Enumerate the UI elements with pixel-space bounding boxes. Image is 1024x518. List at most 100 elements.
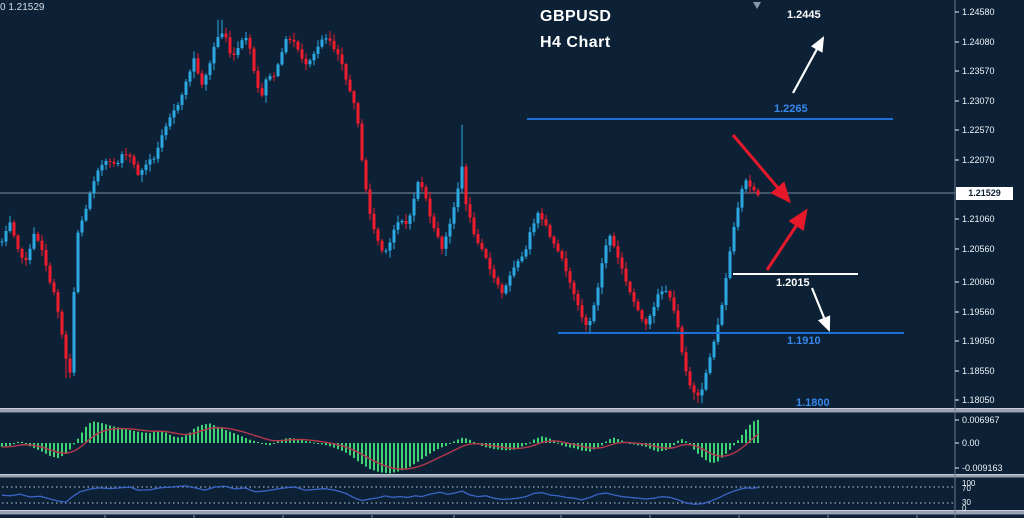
candle [484,247,488,260]
candle [440,234,444,255]
candle [640,308,644,323]
candle [576,289,580,311]
down-breakout-arrow[interactable] [810,287,831,333]
candle [500,282,504,299]
red-rejection-arrow[interactable] [731,134,791,204]
candle [412,193,416,222]
candle [240,37,244,50]
panel-separator-bar[interactable] [0,474,1024,478]
candle [296,39,300,53]
panel-separators[interactable] [0,408,1024,515]
candle [740,185,744,212]
candle [24,251,28,266]
candle [168,113,172,130]
candle [256,66,260,93]
candle [372,207,376,234]
candle [456,182,460,213]
candle [300,43,304,63]
candle [316,40,320,59]
candle [356,101,360,128]
candle [132,153,136,169]
candle [312,51,316,66]
candle [472,212,476,237]
candle [88,191,92,211]
candle [348,74,352,93]
candle [192,51,196,79]
candle [148,153,152,172]
candle [4,225,8,246]
candle [672,290,676,314]
candle [284,35,288,55]
candle [508,271,512,292]
axis-tick-label: 1.20560 [962,244,995,254]
candle [664,285,668,293]
candle [400,219,404,225]
candle [588,317,592,333]
candle [752,182,756,194]
axis-tick-label: 0 [962,504,967,513]
drawn-objects[interactable] [527,36,904,334]
candle [652,302,656,324]
candle [704,369,708,392]
low-target-level-label: 1.1800 [796,397,830,409]
candle [228,30,232,58]
candle [340,47,344,71]
candle [556,239,560,253]
panel-separator-bar[interactable] [0,408,1024,413]
candle [100,159,104,176]
candle [144,159,148,175]
ohlc-info-readout: 0 1.21529 [0,2,45,13]
candle [476,229,480,246]
candle [536,210,540,229]
price-axis[interactable]: 1.24580 1.24080 1.23570 1.23070 1.22570 1.220… [954,0,1003,518]
candle [320,35,324,49]
candle [152,156,156,164]
candle [388,238,392,258]
candle [644,317,648,331]
candle [592,302,596,324]
axis-tick-label: 1.18050 [962,395,995,405]
axis-tick-label: 1.19560 [962,307,995,317]
candle [104,158,108,170]
chart-title: GBPUSD [540,8,612,25]
candle [84,204,88,223]
axis-tick-label: -0.009163 [962,463,1003,473]
candle [48,262,52,285]
up-target-arrow[interactable] [792,36,825,94]
candle [328,31,332,46]
candle [424,184,428,202]
candle [676,304,680,331]
candle [276,62,280,78]
candle [180,92,184,111]
panel-separator-bar[interactable] [0,510,1024,515]
target-price-label: 1.2445 [787,9,821,21]
candle [200,70,204,88]
red-bounce-arrow[interactable] [765,208,808,271]
candle [436,221,440,239]
candle [716,317,720,345]
candle [544,214,548,228]
candle [304,53,308,70]
candle [344,62,348,86]
candle [96,167,100,186]
candle [248,34,252,55]
candle [420,176,424,192]
candle [756,188,760,198]
candle [384,248,388,254]
resistance-level-label: 1.2265 [774,103,808,115]
axis-tick-label: 1.23070 [962,96,995,106]
axis-tick-label: 1.21060 [962,214,995,224]
candle [624,261,628,287]
candle [532,218,536,237]
current-price-badge: 1.21529 [956,187,1013,200]
candle [196,52,200,76]
candle [708,353,712,375]
candle [32,227,36,251]
candle [560,249,564,262]
candle [40,235,44,257]
candle [712,339,716,361]
candle [108,158,112,168]
candle [448,218,452,244]
candle [392,225,396,250]
